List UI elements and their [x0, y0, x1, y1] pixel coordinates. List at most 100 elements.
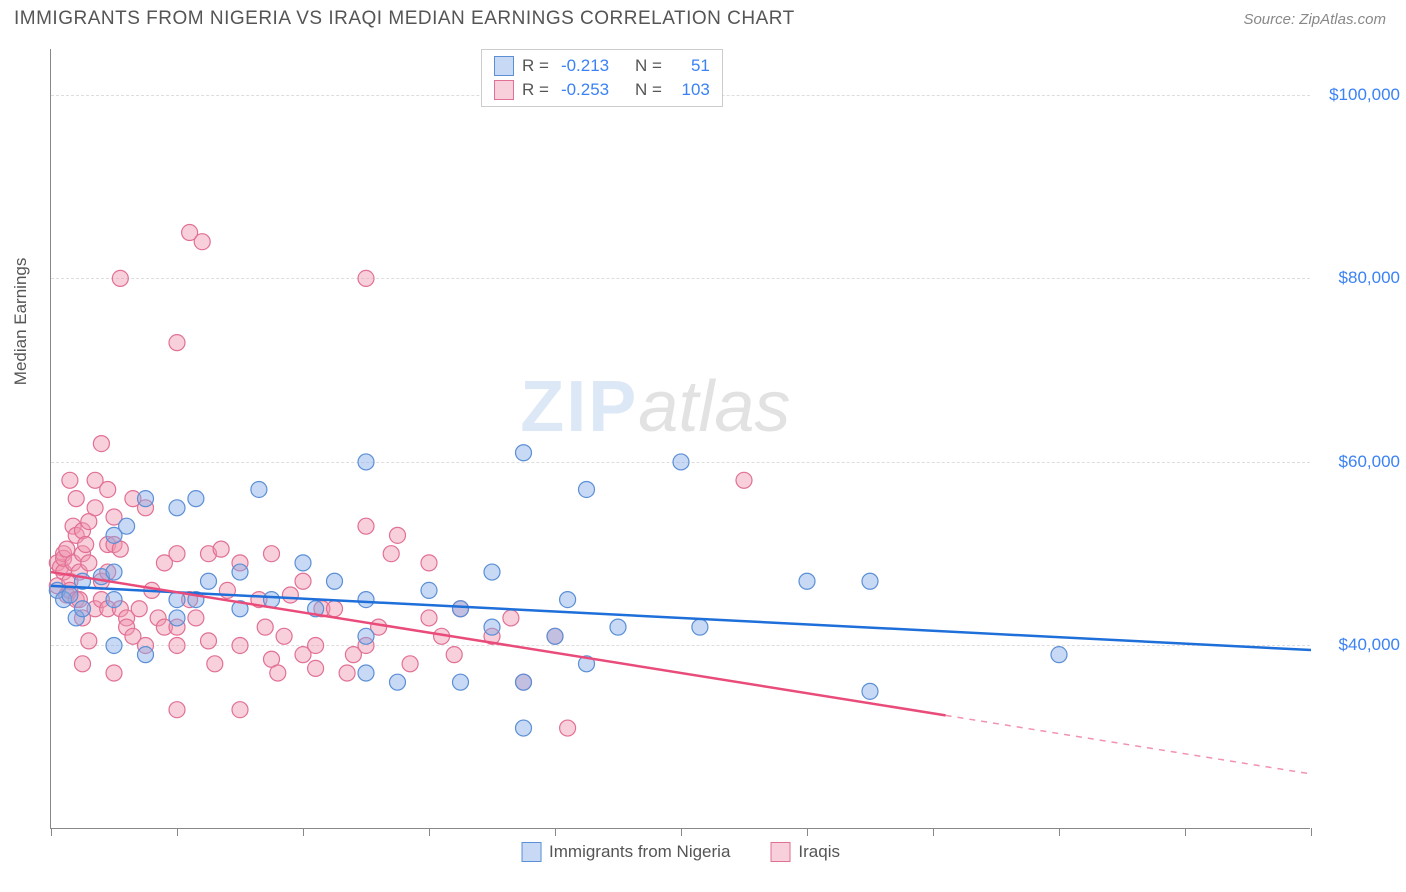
data-point-nigeria	[251, 481, 267, 497]
data-point-iraqi	[421, 555, 437, 571]
data-point-nigeria	[169, 500, 185, 516]
data-point-nigeria	[232, 564, 248, 580]
data-point-iraqi	[232, 637, 248, 653]
data-point-iraqi	[503, 610, 519, 626]
x-tick	[681, 828, 682, 836]
data-point-nigeria	[516, 445, 532, 461]
data-point-iraqi	[282, 587, 298, 603]
data-point-iraqi	[358, 518, 374, 534]
data-point-nigeria	[610, 619, 626, 635]
stats-legend-row-nigeria: R = -0.213 N = 51	[494, 54, 710, 78]
data-point-iraqi	[131, 601, 147, 617]
data-point-iraqi	[295, 573, 311, 589]
y-tick-label: $100,000	[1320, 85, 1400, 105]
data-point-iraqi	[402, 656, 418, 672]
data-point-iraqi	[75, 656, 91, 672]
data-point-nigeria	[421, 582, 437, 598]
x-tick	[303, 828, 304, 836]
data-point-iraqi	[270, 665, 286, 681]
bottom-legend-swatch-nigeria	[521, 842, 541, 862]
r-label: R =	[522, 56, 549, 76]
chart-source: Source: ZipAtlas.com	[1243, 11, 1386, 28]
data-point-iraqi	[81, 633, 97, 649]
data-point-nigeria	[692, 619, 708, 635]
data-point-nigeria	[560, 592, 576, 608]
data-point-iraqi	[93, 436, 109, 452]
n-label: N =	[635, 56, 662, 76]
chart-container: ZIPatlas Median Earnings $40,000$60,000$…	[0, 34, 1406, 884]
r-value-nigeria: -0.213	[561, 56, 617, 76]
data-point-nigeria	[106, 637, 122, 653]
data-point-iraqi	[112, 270, 128, 286]
data-point-nigeria	[358, 454, 374, 470]
data-point-iraqi	[81, 555, 97, 571]
data-point-iraqi	[87, 500, 103, 516]
data-point-iraqi	[327, 601, 343, 617]
data-point-iraqi	[257, 619, 273, 635]
data-point-iraqi	[276, 628, 292, 644]
data-point-iraqi	[308, 637, 324, 653]
data-point-iraqi	[68, 491, 84, 507]
data-point-iraqi	[264, 546, 280, 562]
data-point-nigeria	[862, 573, 878, 589]
bottom-legend-swatch-iraqi	[770, 842, 790, 862]
data-point-nigeria	[358, 628, 374, 644]
data-point-nigeria	[547, 628, 563, 644]
data-point-iraqi	[421, 610, 437, 626]
scatter-svg	[51, 49, 1310, 828]
data-point-nigeria	[295, 555, 311, 571]
data-point-nigeria	[188, 491, 204, 507]
stats-legend-row-iraqi: R =-0.253N =103	[494, 78, 710, 102]
data-point-nigeria	[516, 674, 532, 690]
bottom-legend-label-iraqi: Iraqis	[798, 842, 840, 862]
data-point-nigeria	[358, 592, 374, 608]
legend-swatch-iraqi	[494, 80, 514, 100]
stats-legend-box: R =-0.213N =51R =-0.253N =103	[481, 49, 723, 107]
x-tick	[51, 828, 52, 836]
data-point-iraqi	[201, 633, 217, 649]
data-point-iraqi	[169, 702, 185, 718]
data-point-iraqi	[78, 537, 94, 553]
data-point-iraqi	[308, 660, 324, 676]
bottom-legend-label-nigeria: Immigrants from Nigeria	[549, 842, 730, 862]
data-point-iraqi	[736, 472, 752, 488]
data-point-iraqi	[339, 665, 355, 681]
bottom-legend-item-nigeria: Immigrants from Nigeria	[521, 842, 730, 862]
data-point-iraqi	[62, 472, 78, 488]
data-point-iraqi	[358, 270, 374, 286]
bottom-legend-item-iraqi: Iraqis	[770, 842, 840, 862]
chart-header: IMMIGRANTS FROM NIGERIA VS IRAQI MEDIAN …	[0, 0, 1406, 34]
data-point-iraqi	[213, 541, 229, 557]
data-point-nigeria	[106, 592, 122, 608]
n-label: N =	[635, 80, 662, 100]
data-point-nigeria	[169, 610, 185, 626]
y-tick-label: $60,000	[1320, 452, 1400, 472]
data-point-iraqi	[194, 234, 210, 250]
chart-title: IMMIGRANTS FROM NIGERIA VS IRAQI MEDIAN …	[14, 8, 795, 30]
data-point-nigeria	[484, 619, 500, 635]
data-point-iraqi	[188, 610, 204, 626]
n-value-nigeria: 51	[674, 56, 710, 76]
data-point-iraqi	[207, 656, 223, 672]
data-point-nigeria	[390, 674, 406, 690]
data-point-nigeria	[106, 564, 122, 580]
x-tick	[1185, 828, 1186, 836]
data-point-iraqi	[560, 720, 576, 736]
data-point-iraqi	[169, 637, 185, 653]
x-tick	[1311, 828, 1312, 836]
x-tick	[1059, 828, 1060, 836]
y-axis-label: Median Earnings	[11, 257, 31, 385]
r-label: R =	[522, 80, 549, 100]
data-point-nigeria	[358, 665, 374, 681]
data-point-nigeria	[516, 720, 532, 736]
data-point-iraqi	[106, 665, 122, 681]
data-point-iraqi	[383, 546, 399, 562]
x-tick	[807, 828, 808, 836]
data-point-iraqi	[446, 647, 462, 663]
data-point-nigeria	[327, 573, 343, 589]
x-tick	[555, 828, 556, 836]
n-value-iraqi: 103	[674, 80, 710, 100]
data-point-nigeria	[201, 573, 217, 589]
data-point-nigeria	[264, 592, 280, 608]
data-point-nigeria	[484, 564, 500, 580]
